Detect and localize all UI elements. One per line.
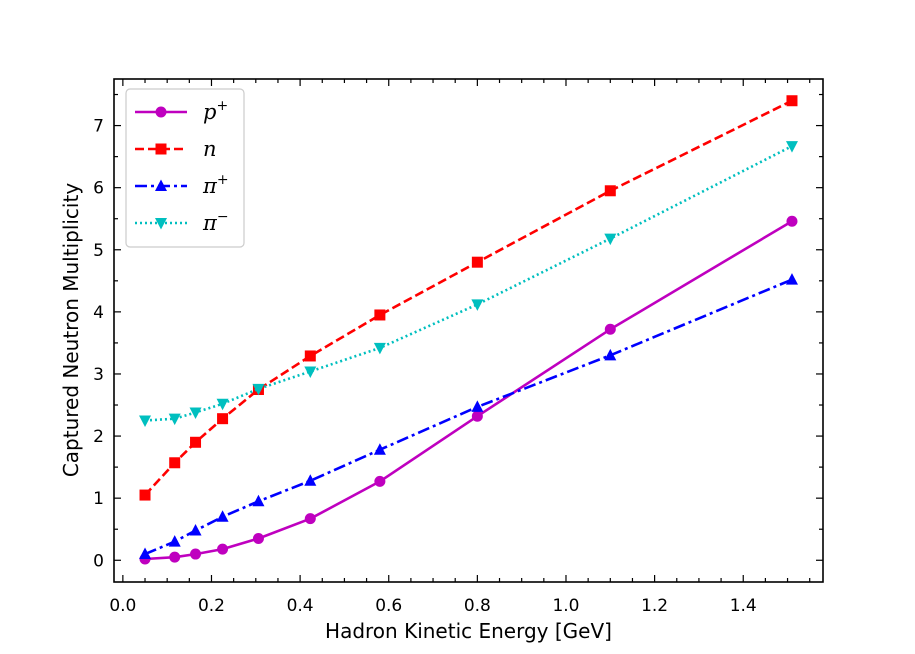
data-point-n bbox=[786, 95, 798, 107]
y-tick-label: 7 bbox=[93, 117, 104, 137]
x-tick-label: 1.4 bbox=[730, 596, 757, 616]
x-tick-label: 1.0 bbox=[552, 596, 579, 616]
series-line-p-plus bbox=[144, 220, 793, 561]
data-point-p-plus bbox=[471, 410, 483, 422]
data-point-pi-minus bbox=[252, 383, 265, 396]
legend-box bbox=[125, 88, 245, 248]
data-point-pi-minus bbox=[168, 413, 181, 426]
y-tick-labels: 0 1 2 3 4 5 6 7 bbox=[93, 117, 104, 572]
data-point-n bbox=[190, 436, 202, 448]
data-point-p-plus bbox=[169, 551, 181, 563]
data-point-pi-plus bbox=[168, 535, 181, 547]
axis-ticks bbox=[114, 79, 823, 582]
data-point-p-plus bbox=[374, 475, 386, 487]
y-tick-label: 6 bbox=[93, 179, 104, 199]
data-point-p-plus bbox=[304, 513, 316, 525]
data-point-n bbox=[604, 185, 616, 197]
data-point-pi-plus bbox=[785, 273, 798, 285]
x-tick-label: 0.0 bbox=[109, 596, 136, 616]
series-pi-minus bbox=[139, 141, 798, 428]
series-line-n bbox=[144, 99, 793, 496]
data-point-pi-plus bbox=[471, 400, 484, 412]
data-point-n bbox=[374, 309, 386, 321]
data-point-pi-minus bbox=[785, 141, 798, 153]
legend-swatch-marker bbox=[155, 143, 167, 155]
data-point-pi-plus bbox=[139, 547, 152, 560]
data-point-pi-minus bbox=[139, 415, 152, 428]
data-point-n bbox=[217, 413, 229, 425]
data-point-pi-minus bbox=[604, 233, 617, 246]
legend: p+nπ+π− bbox=[125, 88, 245, 248]
y-tick-label: 4 bbox=[93, 303, 104, 323]
data-point-p-plus bbox=[252, 533, 264, 545]
data-point-pi-plus bbox=[252, 494, 265, 507]
data-point-pi-plus bbox=[216, 510, 229, 522]
data-point-pi-plus bbox=[304, 474, 317, 486]
x-tick-label: 0.4 bbox=[287, 596, 314, 616]
data-point-p-plus bbox=[190, 548, 202, 560]
data-point-pi-minus bbox=[471, 299, 484, 311]
axes-frame bbox=[113, 78, 824, 583]
y-tick-label: 1 bbox=[93, 489, 104, 509]
y-tick-label: 3 bbox=[93, 365, 104, 385]
data-point-pi-plus bbox=[373, 443, 386, 455]
data-point-n bbox=[304, 350, 316, 362]
y-tick-label: 0 bbox=[93, 551, 104, 571]
legend-swatch-marker bbox=[155, 218, 167, 230]
y-axis-label: Captured Neutron Multiplicity bbox=[59, 183, 83, 478]
legend-entry-n: n bbox=[135, 137, 217, 161]
data-point-pi-minus bbox=[373, 342, 386, 355]
legend-swatch-marker bbox=[155, 179, 167, 191]
legend-entry-p-plus: p+ bbox=[135, 98, 228, 124]
x-tick-label: 0.2 bbox=[198, 596, 225, 616]
x-tick-label: 1.2 bbox=[641, 596, 668, 616]
x-tick-label: 0.8 bbox=[464, 596, 491, 616]
legend-swatch-marker bbox=[155, 106, 167, 118]
x-tick-labels: 0.0 0.2 0.4 0.6 0.8 1.0 1.2 1.4 bbox=[109, 596, 756, 616]
data-point-n bbox=[139, 489, 151, 501]
data-point-pi-minus bbox=[304, 366, 317, 378]
data-point-pi-minus bbox=[189, 407, 202, 419]
data-point-p-plus bbox=[604, 323, 616, 335]
y-tick-label: 5 bbox=[93, 241, 104, 261]
y-tick-label: 2 bbox=[93, 427, 104, 447]
data-point-n bbox=[169, 457, 181, 469]
data-point-pi-plus bbox=[189, 523, 202, 536]
data-point-pi-minus bbox=[216, 398, 229, 411]
x-axis-label: Hadron Kinetic Energy [GeV] bbox=[325, 619, 612, 643]
data-point-pi-plus bbox=[604, 348, 617, 361]
legend-label: n bbox=[203, 137, 217, 161]
data-point-n bbox=[471, 256, 483, 268]
series-p-plus bbox=[139, 215, 798, 565]
series-pi-plus bbox=[139, 273, 798, 560]
data-point-p-plus bbox=[786, 215, 798, 227]
plot-area bbox=[139, 95, 798, 565]
data-point-p-plus bbox=[217, 543, 229, 555]
series-line-pi-minus bbox=[144, 144, 793, 422]
x-tick-label: 0.6 bbox=[375, 596, 402, 616]
